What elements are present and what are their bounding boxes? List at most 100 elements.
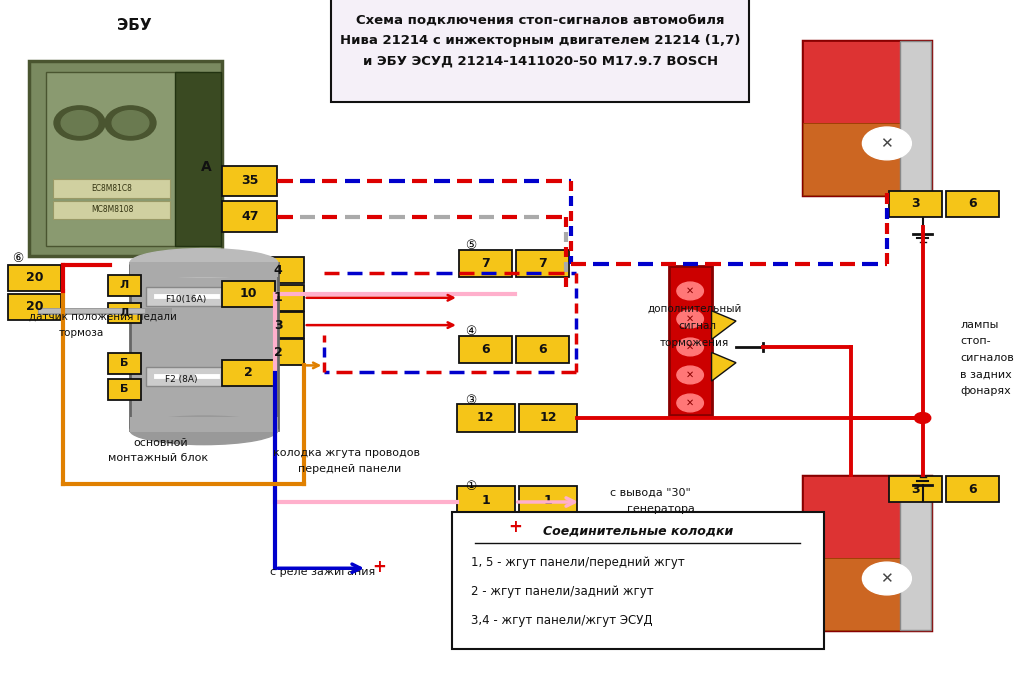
FancyBboxPatch shape <box>889 191 942 217</box>
FancyBboxPatch shape <box>176 72 221 246</box>
Text: тормоза: тормоза <box>60 328 105 337</box>
FancyBboxPatch shape <box>53 201 170 219</box>
Text: ✕: ✕ <box>880 136 893 151</box>
Text: 6: 6 <box>481 343 490 357</box>
Text: 2: 2 <box>274 346 282 359</box>
FancyBboxPatch shape <box>457 404 515 432</box>
Text: 47: 47 <box>241 210 259 223</box>
Text: 7: 7 <box>538 257 546 270</box>
FancyBboxPatch shape <box>222 281 275 307</box>
Text: ✕: ✕ <box>880 571 893 586</box>
Circle shape <box>105 106 156 140</box>
Text: 1, 5 - жгут панели/передний жгут: 1, 5 - жгут панели/передний жгут <box>471 555 685 569</box>
FancyBboxPatch shape <box>130 262 278 277</box>
Text: Соединительные колодки: Соединительные колодки <box>542 524 733 538</box>
Text: лампы: лампы <box>960 320 998 330</box>
Text: 20: 20 <box>26 300 43 313</box>
Text: 4: 4 <box>274 264 282 277</box>
FancyBboxPatch shape <box>803 123 900 195</box>
Text: стоп-: стоп- <box>960 337 991 346</box>
Text: торможения: торможения <box>659 338 729 348</box>
FancyBboxPatch shape <box>516 336 569 363</box>
FancyBboxPatch shape <box>253 285 304 311</box>
Text: ЭБУ: ЭБУ <box>117 18 152 33</box>
Circle shape <box>914 413 930 423</box>
Text: ⑥: ⑥ <box>11 251 23 265</box>
Text: ✕: ✕ <box>686 286 694 296</box>
Circle shape <box>677 310 703 328</box>
Text: колодка жгута проводов: колодка жгута проводов <box>273 448 420 458</box>
Text: 6: 6 <box>538 343 546 357</box>
FancyBboxPatch shape <box>803 41 900 123</box>
Text: +: + <box>372 558 386 576</box>
Text: 20: 20 <box>26 271 43 285</box>
Text: с реле зажигания: с реле зажигания <box>270 568 376 577</box>
Text: 2: 2 <box>244 366 253 380</box>
Circle shape <box>677 338 703 356</box>
FancyBboxPatch shape <box>146 367 229 386</box>
FancyBboxPatch shape <box>900 41 930 195</box>
FancyBboxPatch shape <box>156 292 175 329</box>
Text: Л: Л <box>120 308 129 318</box>
Text: ①: ① <box>465 479 477 493</box>
FancyBboxPatch shape <box>108 353 141 374</box>
FancyBboxPatch shape <box>8 294 62 320</box>
FancyBboxPatch shape <box>803 558 900 630</box>
FancyBboxPatch shape <box>519 404 577 432</box>
Text: монтажный блок: монтажный блок <box>108 453 208 462</box>
FancyBboxPatch shape <box>946 476 999 502</box>
Circle shape <box>677 282 703 300</box>
Text: ✕: ✕ <box>686 398 694 408</box>
FancyBboxPatch shape <box>46 72 199 246</box>
Text: 3,4 - жгут панели/жгут ЭСУД: 3,4 - жгут панели/жгут ЭСУД <box>471 614 652 628</box>
FancyBboxPatch shape <box>253 257 304 283</box>
Text: 7: 7 <box>481 257 490 270</box>
Text: генератора: генератора <box>626 504 695 514</box>
FancyBboxPatch shape <box>457 486 515 515</box>
FancyBboxPatch shape <box>459 250 511 277</box>
Text: 1: 1 <box>482 494 490 507</box>
FancyBboxPatch shape <box>108 303 141 323</box>
Text: 6: 6 <box>968 482 977 496</box>
FancyBboxPatch shape <box>253 312 304 338</box>
Text: Б: Б <box>120 359 128 368</box>
Text: 6: 6 <box>968 197 977 210</box>
FancyBboxPatch shape <box>222 360 275 386</box>
Text: 3: 3 <box>274 318 282 332</box>
Text: EC8M81C8: EC8M81C8 <box>91 184 132 193</box>
Text: 2 - жгут панели/задний жгут: 2 - жгут панели/задний жгут <box>471 585 653 598</box>
Text: 10: 10 <box>240 287 258 301</box>
FancyBboxPatch shape <box>170 298 236 326</box>
Ellipse shape <box>130 416 277 445</box>
FancyBboxPatch shape <box>946 191 999 217</box>
Text: сигнал: сигнал <box>678 321 716 331</box>
Text: А: А <box>200 161 212 174</box>
Text: 1: 1 <box>543 494 553 507</box>
Text: Б: Б <box>120 385 128 394</box>
Ellipse shape <box>130 249 277 277</box>
Text: F2 (8А): F2 (8А) <box>165 374 197 384</box>
FancyBboxPatch shape <box>452 512 824 649</box>
Circle shape <box>677 366 703 384</box>
Text: ③: ③ <box>465 394 477 408</box>
Text: 3: 3 <box>911 482 920 496</box>
Text: с вывода "30": с вывода "30" <box>610 488 690 498</box>
Text: передней панели: передней панели <box>298 464 401 474</box>
Text: +: + <box>508 518 522 536</box>
Text: основной: основной <box>134 438 188 447</box>
FancyBboxPatch shape <box>669 266 712 415</box>
Text: дополнительный: дополнительный <box>647 304 741 313</box>
Circle shape <box>677 394 703 412</box>
Text: датчик положения педали: датчик положения педали <box>29 311 177 321</box>
FancyBboxPatch shape <box>108 379 141 400</box>
Text: ✕: ✕ <box>686 314 694 324</box>
Circle shape <box>863 127 911 160</box>
FancyBboxPatch shape <box>146 287 229 306</box>
FancyBboxPatch shape <box>8 265 62 291</box>
Text: 3: 3 <box>911 197 920 210</box>
FancyBboxPatch shape <box>459 336 511 363</box>
Text: ✕: ✕ <box>686 342 694 352</box>
Text: ⑤: ⑤ <box>465 239 477 253</box>
Text: 12: 12 <box>477 411 495 425</box>
Text: Л: Л <box>120 281 129 290</box>
